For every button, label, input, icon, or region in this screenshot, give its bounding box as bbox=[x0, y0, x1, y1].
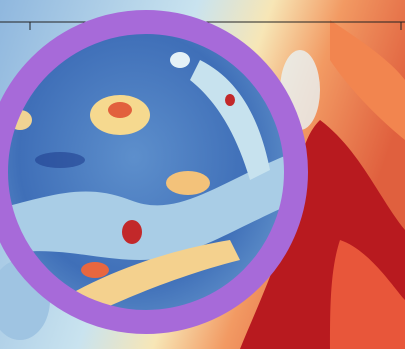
magnifier-ring bbox=[0, 10, 308, 334]
